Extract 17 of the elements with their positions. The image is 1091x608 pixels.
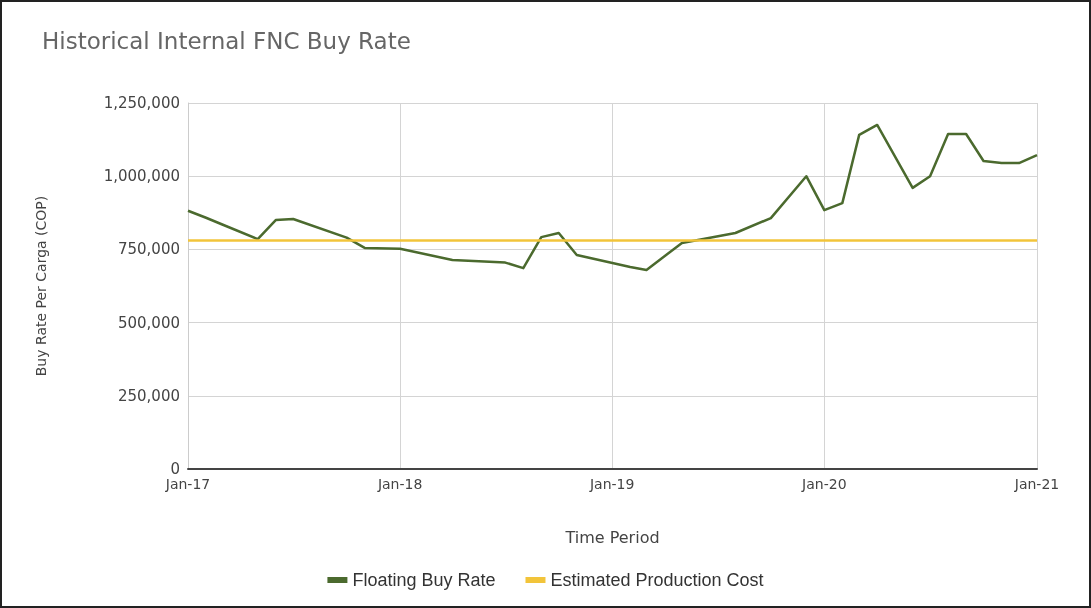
y-tick-label: 250,000 [117, 386, 180, 405]
legend-label: Floating Buy Rate [352, 570, 496, 590]
y-tick-label: 1,000,000 [103, 167, 180, 186]
x-tick-label: Jan-17 [164, 476, 211, 492]
chart-title: Historical Internal FNC Buy Rate [42, 27, 411, 54]
legend-label: Estimated Production Cost [550, 570, 764, 590]
y-tick-label: 0 [170, 460, 180, 478]
x-tick-label: Jan-21 [1013, 476, 1060, 492]
x-tick-label: Jan-18 [376, 476, 423, 492]
y-tick-label: 500,000 [117, 313, 180, 332]
line-series [186, 123, 1039, 272]
x-axis-title: Time Period [564, 527, 660, 547]
y-tick-label: 750,000 [117, 240, 180, 259]
y-tick-label: 1,250,000 [103, 94, 180, 112]
y-axis-title: Buy Rate Per Carga (COP) [33, 195, 49, 377]
x-tick-label: Jan-19 [588, 476, 635, 492]
x-tick-label: Jan-20 [801, 476, 847, 492]
